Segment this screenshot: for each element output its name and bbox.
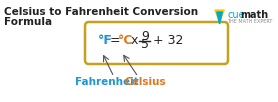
Text: THE MATH EXPERT: THE MATH EXPERT [227,19,272,24]
Text: °F: °F [98,34,113,48]
Text: Formula: Formula [4,17,52,27]
Text: Celsius to Fahrenheit Conversion: Celsius to Fahrenheit Conversion [4,7,198,17]
FancyBboxPatch shape [85,22,228,64]
Text: Fahrenheit: Fahrenheit [75,77,138,87]
Text: Celsius: Celsius [124,77,166,87]
Text: + 32: + 32 [153,34,183,48]
Text: x: x [131,34,138,48]
Text: 9: 9 [141,29,149,43]
Text: 5: 5 [141,38,149,52]
Polygon shape [217,12,222,24]
Polygon shape [215,10,224,22]
Text: =: = [110,34,125,48]
Text: math: math [240,10,268,20]
Text: cue: cue [227,10,245,20]
Text: °C: °C [118,34,133,48]
